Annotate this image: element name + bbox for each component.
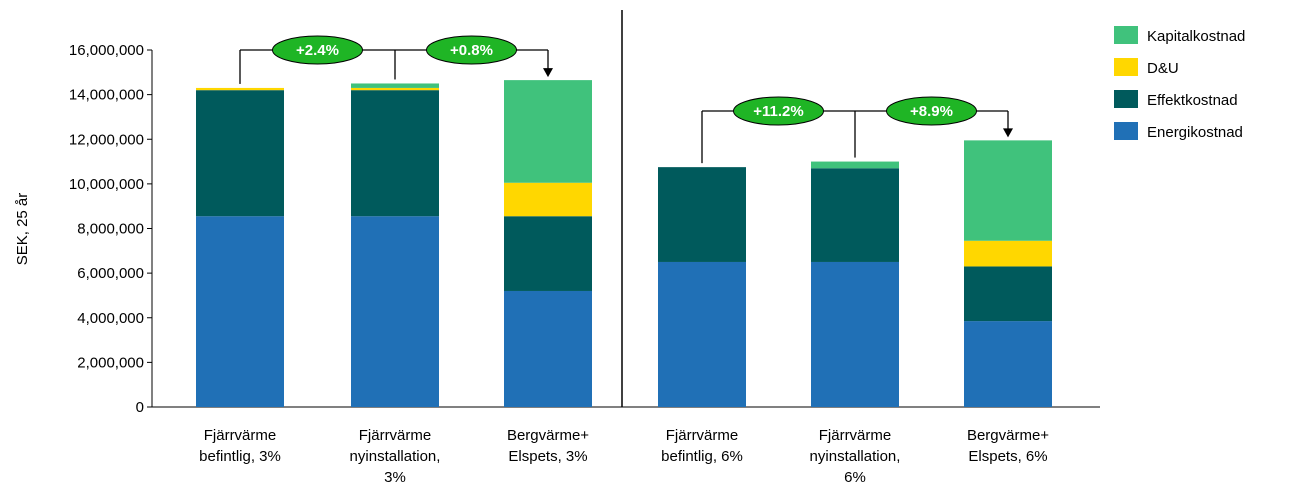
category-label: befintlig, 6% <box>661 448 743 465</box>
arrow-head <box>543 68 553 78</box>
percent-oval <box>426 35 517 65</box>
bar-segment <box>964 140 1052 241</box>
bar-segment <box>504 290 592 407</box>
category-label: Elspets, 3% <box>508 448 587 465</box>
bar-segment <box>351 87 439 91</box>
percent-oval <box>733 96 824 126</box>
bar-segment <box>351 83 439 88</box>
bar-segment <box>504 80 592 183</box>
category-label: Fjärrvärme <box>819 427 892 444</box>
bar-segment <box>351 216 439 407</box>
y-tick-label: 14,000,000 <box>69 87 144 104</box>
category-label: nyinstallation, <box>350 448 441 465</box>
category-label: Bergvärme+ <box>967 427 1049 444</box>
percent-label: +8.9% <box>910 103 953 120</box>
category-label: 6% <box>844 469 866 486</box>
arrow-head <box>1003 128 1013 138</box>
legend-swatch <box>1114 122 1138 140</box>
y-tick-label: 12,000,000 <box>69 131 144 148</box>
category-label: befintlig, 3% <box>199 448 281 465</box>
y-axis-title: SEK, 25 år <box>14 193 31 266</box>
category-label: nyinstallation, <box>810 448 901 465</box>
category-label: Elspets, 6% <box>968 448 1047 465</box>
bar-segment <box>658 261 746 407</box>
percent-oval <box>886 96 977 126</box>
bar-segment <box>196 87 284 91</box>
legend-swatch <box>1114 26 1138 44</box>
bar-segment <box>196 216 284 407</box>
percent-label: +2.4% <box>296 42 339 59</box>
bar-segment <box>504 182 592 217</box>
category-label: Fjärrvärme <box>204 427 277 444</box>
legend-label: Effektkostnad <box>1147 92 1238 109</box>
category-label: 3% <box>384 469 406 486</box>
legend-label: Energikostnad <box>1147 124 1243 141</box>
legend-swatch <box>1114 90 1138 108</box>
legend-label: Kapitalkostnad <box>1147 28 1245 45</box>
bar-segment <box>964 240 1052 267</box>
percent-label: +11.2% <box>753 103 803 120</box>
bar-segment <box>811 161 899 169</box>
legend-label: D&U <box>1147 60 1179 77</box>
bar-segment <box>351 90 439 217</box>
y-tick-label: 8,000,000 <box>77 221 144 238</box>
category-label: Bergvärme+ <box>507 427 589 444</box>
bar-segment <box>964 321 1052 407</box>
y-tick-label: 0 <box>136 399 144 416</box>
y-tick-label: 4,000,000 <box>77 310 144 327</box>
percent-label: +0.8% <box>450 42 493 59</box>
bar-segment <box>811 168 899 262</box>
y-tick-label: 2,000,000 <box>77 354 144 371</box>
bar-segment <box>811 261 899 407</box>
bar-segment <box>504 216 592 291</box>
category-label: Fjärrvärme <box>359 427 432 444</box>
y-tick-label: 10,000,000 <box>69 176 144 193</box>
y-tick-label: 16,000,000 <box>69 42 144 59</box>
y-tick-label: 6,000,000 <box>77 265 144 282</box>
bar-segment <box>196 90 284 217</box>
bar-segment <box>658 167 746 262</box>
bar-segment <box>964 266 1052 322</box>
category-label: Fjärrvärme <box>666 427 739 444</box>
percent-oval <box>272 35 363 65</box>
legend-swatch <box>1114 58 1138 76</box>
